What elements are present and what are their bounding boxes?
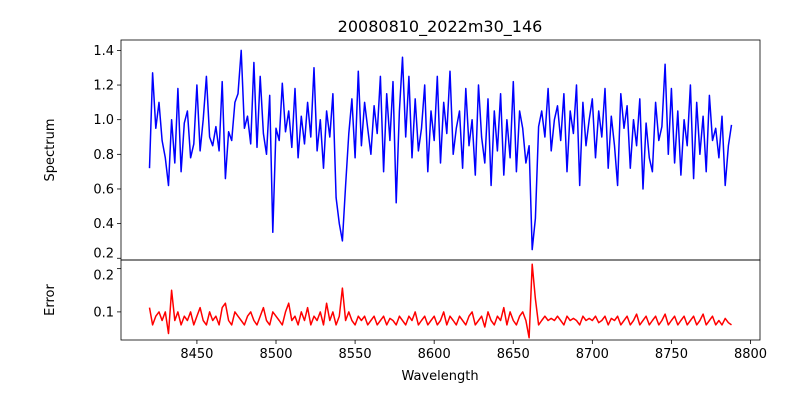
error-axes-frame (120, 259, 761, 341)
error-y-tick-label: 0.1 (93, 305, 114, 320)
error-y-tick-label: 0.2 (93, 269, 114, 284)
x-tick-label: 8550 (339, 347, 372, 362)
error-y-label: Error (43, 284, 58, 316)
spectrum-y-tick-label: 1.0 (93, 113, 114, 128)
spectrum-y-tick-label: 0.6 (93, 182, 114, 197)
spectrum-y-label: Spectrum (43, 119, 58, 182)
spectrum-y-tick-label: 0.2 (93, 246, 114, 261)
spectrum-y-tick-label: 0.4 (93, 217, 114, 232)
x-tick-label: 8800 (734, 347, 767, 362)
spectrum-y-tick-label: 1.2 (93, 79, 114, 94)
x-axis-label: Wavelength (401, 369, 478, 384)
spectrum-series-line (148, 49, 733, 251)
x-tick-label: 8450 (180, 347, 213, 362)
spectrum-y-tick-label: 1.4 (93, 44, 114, 59)
x-tick-label: 8650 (497, 347, 530, 362)
x-tick-label: 8750 (655, 347, 688, 362)
x-tick-label: 8600 (418, 347, 451, 362)
spectrum-y-tick-label: 0.8 (93, 148, 114, 163)
chart-title: 20080810_2022m30_146 (338, 17, 543, 37)
error-series-line (148, 263, 732, 339)
x-tick-label: 8700 (576, 347, 609, 362)
x-tick-label: 8500 (259, 347, 292, 362)
